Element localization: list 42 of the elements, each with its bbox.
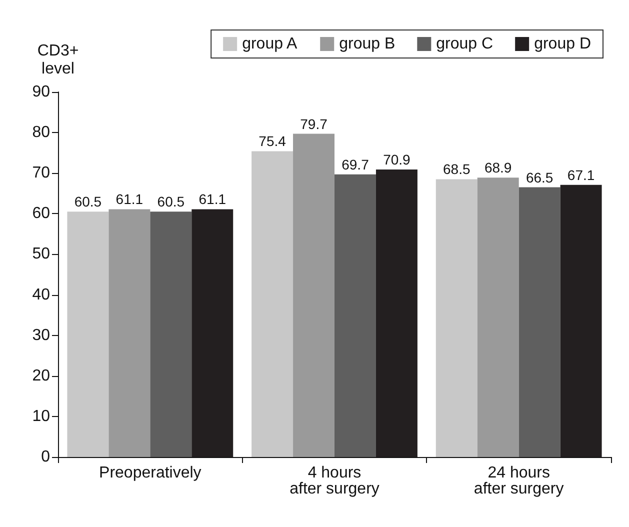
- data-label: 67.1: [567, 166, 595, 183]
- bar: [108, 209, 150, 457]
- y-tick-label: 50: [32, 246, 50, 263]
- data-label: 70.9: [383, 151, 411, 168]
- data-label: 68.5: [442, 161, 470, 178]
- data-label: 69.7: [342, 156, 370, 172]
- bar: [67, 212, 109, 457]
- y-tick-label: 80: [32, 124, 50, 142]
- x-tick-label: 4 hours after surgery: [290, 464, 380, 498]
- y-tick-label: 60: [32, 205, 50, 222]
- y-axis-title: CD3+ level: [37, 42, 79, 78]
- data-label: 60.5: [157, 194, 185, 210]
- y-tick-label: 20: [32, 367, 50, 384]
- data-label: 75.4: [258, 133, 286, 150]
- legend-label: group A: [242, 36, 298, 52]
- bar: [293, 134, 334, 457]
- x-tick-label: Preoperatively: [99, 464, 202, 482]
- data-label: 60.5: [74, 194, 102, 210]
- bar: [436, 179, 478, 457]
- y-tick-label: 90: [32, 84, 50, 100]
- bar: [560, 184, 602, 457]
- x-tick-label: 24 hours after surgery: [474, 464, 564, 498]
- y-tick-label: 70: [32, 164, 50, 182]
- legend-label: group B: [339, 36, 396, 52]
- bar: [477, 178, 519, 457]
- data-label: 66.5: [526, 169, 554, 186]
- bar: [252, 151, 294, 457]
- legend-label: group C: [436, 36, 494, 52]
- bar: [150, 212, 192, 457]
- y-tick-label: 40: [32, 286, 50, 304]
- y-tick-label: 30: [32, 326, 50, 344]
- data-label: 61.1: [116, 191, 144, 208]
- bar: [376, 169, 418, 457]
- legend-label: group D: [534, 36, 591, 52]
- y-tick-label: 0: [41, 448, 50, 466]
- bar: [518, 187, 560, 457]
- data-label: 68.9: [484, 160, 512, 176]
- data-label: 61.1: [198, 191, 226, 208]
- bar: [192, 209, 234, 457]
- y-tick-label: 10: [32, 408, 50, 425]
- data-label: 79.7: [300, 116, 328, 132]
- bar: [334, 174, 376, 457]
